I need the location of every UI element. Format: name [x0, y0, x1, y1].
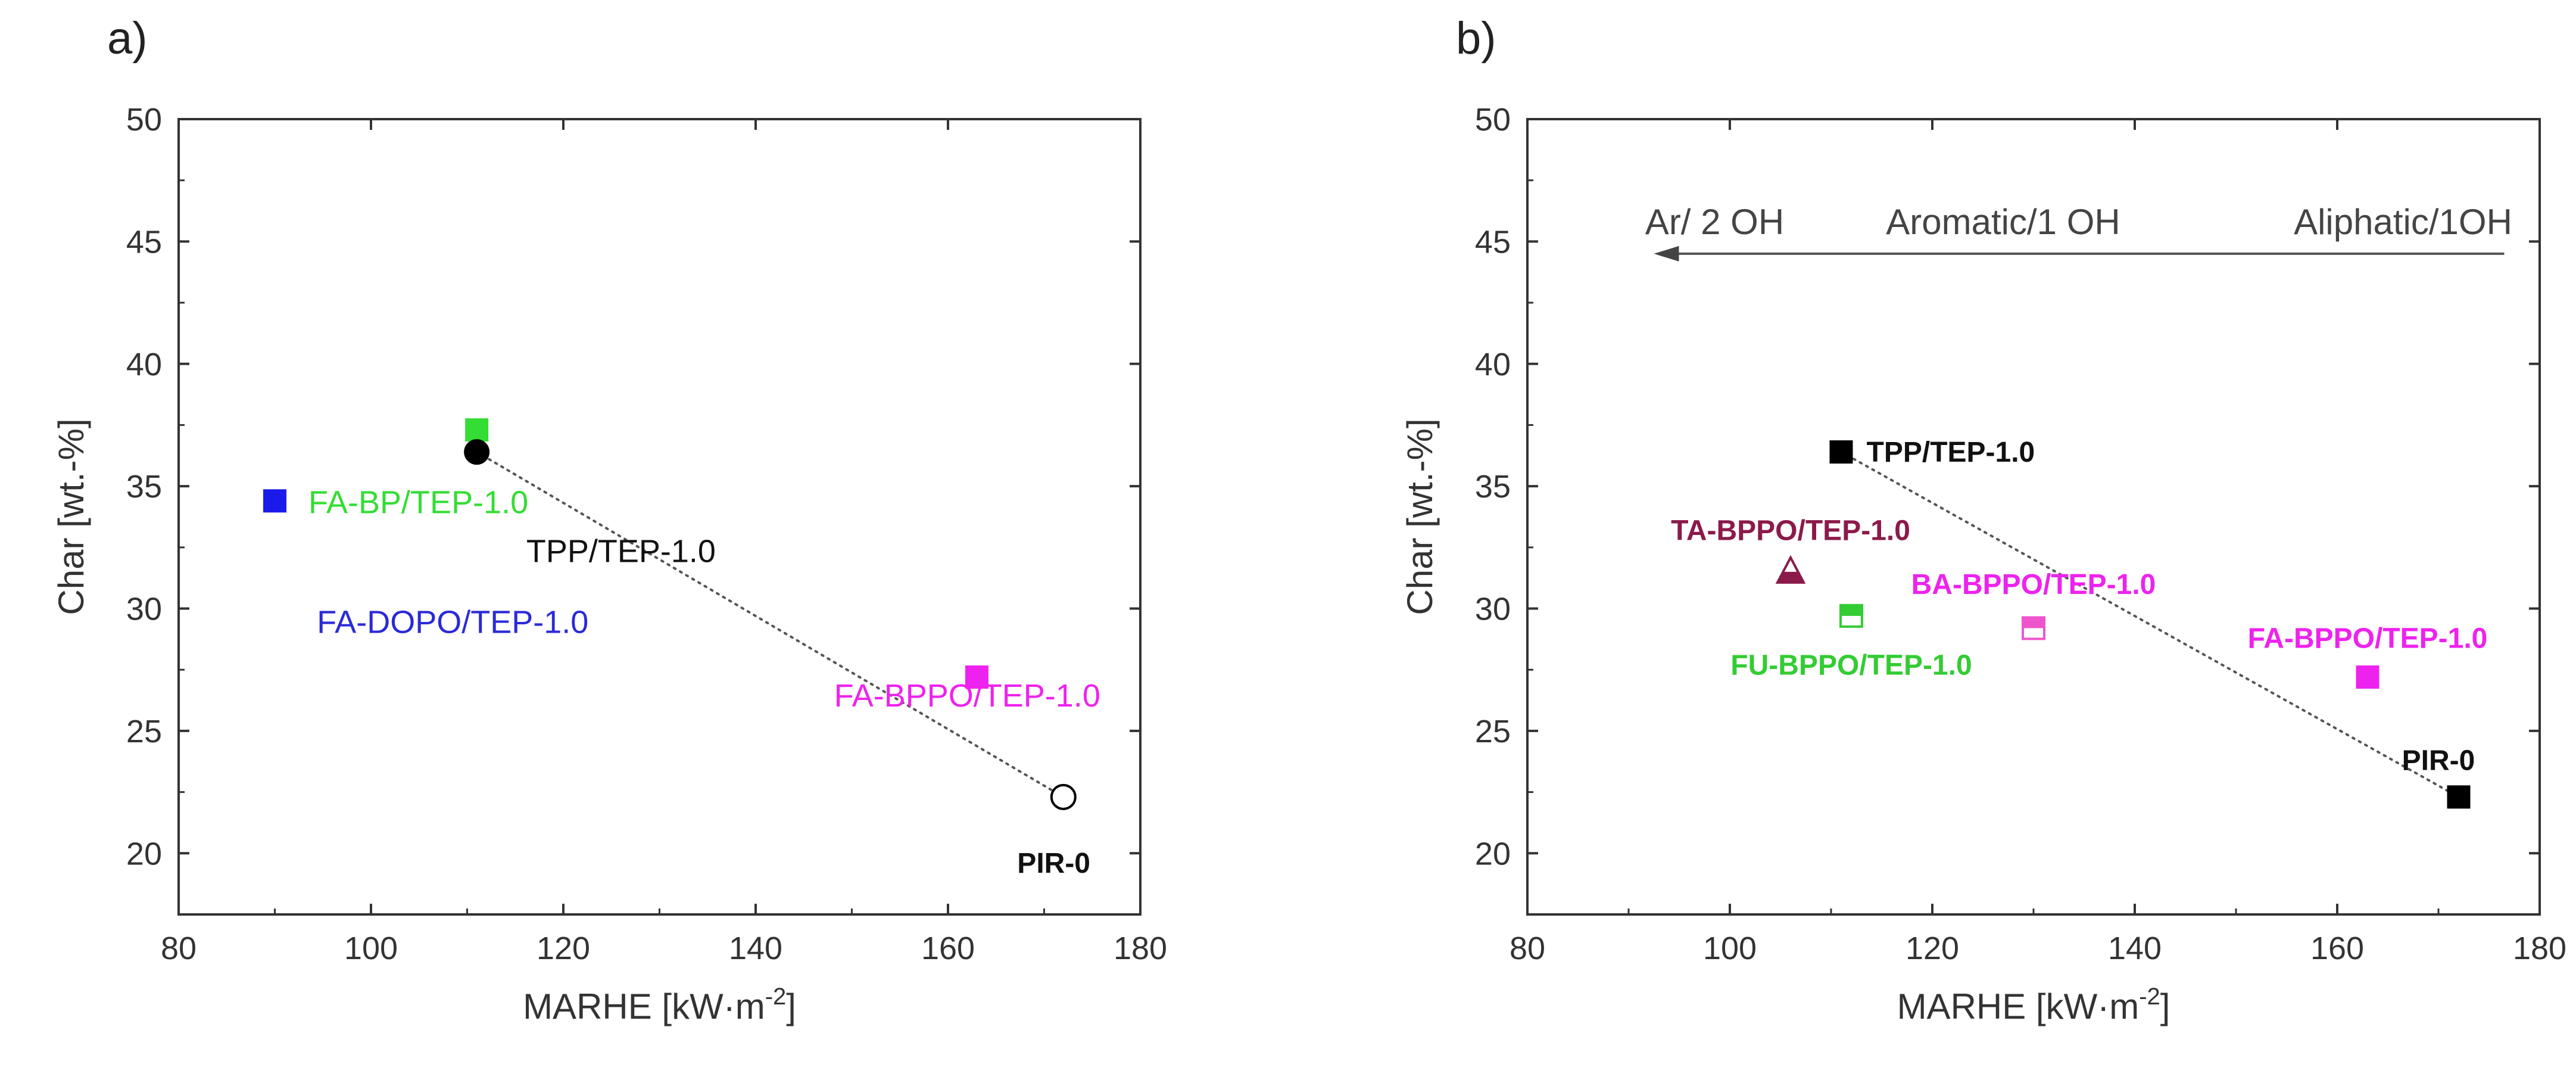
data-point — [465, 418, 489, 442]
point-marker-square — [1829, 440, 1853, 464]
y-tick-label: 35 — [126, 469, 162, 505]
y-tick-label: 45 — [126, 224, 162, 260]
point-marker-circle — [464, 439, 490, 465]
direction-arrow-head — [1654, 245, 1679, 262]
point-marker-square — [2356, 665, 2379, 689]
point-label: FA-DOPO/TEP-1.0 — [317, 605, 588, 640]
point-marker-half-fill — [1841, 605, 1862, 616]
arrow-label: Ar/ 2 OH — [1645, 202, 1784, 242]
x-tick-label: 160 — [2310, 931, 2364, 966]
data-point — [1775, 555, 1806, 584]
x-tick-label: 100 — [344, 931, 398, 966]
point-marker-triangle-fill — [1777, 571, 1804, 583]
point-marker-open-circle — [1050, 783, 1077, 810]
panel-b: b) 80 100 120 140 160 180 20 25 30 35 40 45 50 MARHE [… — [1400, 13, 2566, 1026]
x-tick-label: 180 — [1114, 931, 1167, 966]
point-marker-square — [965, 665, 988, 689]
x-tick-label: 80 — [161, 931, 197, 966]
x-axis-title-main: MARHE [kW — [1897, 987, 2098, 1026]
x-axis-title-dot: · — [2097, 987, 2109, 1026]
x-axis-title-dot: · — [723, 987, 735, 1026]
trend-line — [475, 450, 1065, 798]
y-tick-label: 45 — [1475, 224, 1511, 260]
point-label: BA-BPPO/TEP-1.0 — [1911, 569, 2156, 600]
y-axis-title: Char [wt.-%] — [51, 418, 91, 615]
y-tick-label: 40 — [126, 347, 162, 382]
y-tick-label: 20 — [1475, 836, 1511, 872]
x-axis-title-exp: -2 — [2139, 984, 2160, 1010]
point-label: TPP/TEP-1.0 — [1867, 437, 2035, 468]
x-axis-title: MARHE [kW·m-2] — [523, 984, 796, 1026]
panel-a: a) 80 100 120 140 160 180 20 25 30 35 40 45 50 MARHE [… — [51, 13, 1167, 1026]
x-tick-label: 120 — [1906, 931, 1959, 966]
x-tick-label: 100 — [1703, 931, 1757, 966]
data-point — [1829, 440, 1853, 464]
panel-label: a) — [107, 13, 148, 64]
x-axis-title-unit: m — [2109, 987, 2139, 1026]
data-point — [2447, 785, 2471, 809]
arrow-label: Aliphatic/1OH — [2294, 202, 2512, 242]
point-marker-square — [263, 489, 286, 513]
point-marker-square — [465, 418, 489, 442]
point-label: TPP/TEP-1.0 — [526, 533, 716, 569]
x-tick-label: 140 — [729, 931, 782, 966]
data-point — [2022, 616, 2045, 640]
point-label: FU-BPPO/TEP-1.0 — [1730, 649, 1972, 681]
point-label: FA-BPPO/TEP-1.0 — [834, 678, 1100, 714]
y-tick-label: 25 — [1475, 714, 1511, 749]
x-axis-title-unit: m — [735, 987, 765, 1026]
point-label: PIR-0 — [1017, 848, 1090, 879]
x-axis-title-exp: -2 — [765, 984, 787, 1010]
y-tick-label: 35 — [1475, 469, 1511, 505]
data-point — [464, 439, 490, 465]
x-axis-title-close: ] — [786, 987, 796, 1026]
x-tick-label: 140 — [2108, 931, 2162, 966]
point-label: FA-BP/TEP-1.0 — [308, 484, 528, 520]
x-axis-title-main: MARHE [kW — [523, 987, 723, 1026]
point-label: FA-BPPO/TEP-1.0 — [2248, 623, 2488, 654]
data-point — [1839, 603, 1863, 628]
x-tick-label: 180 — [2513, 931, 2566, 966]
data-point — [1050, 783, 1077, 810]
x-tick-label: 160 — [921, 931, 975, 966]
point-marker-square — [2447, 785, 2471, 809]
x-tick-label: 80 — [1510, 931, 1545, 966]
y-tick-label: 50 — [126, 102, 162, 138]
data-point — [965, 665, 988, 689]
y-axis-title: Char [wt.-%] — [1400, 418, 1440, 615]
y-tick-label: 20 — [126, 836, 162, 872]
arrow-label: Aromatic/1 OH — [1886, 202, 2120, 242]
point-label: PIR-0 — [2402, 745, 2475, 777]
y-tick-label: 50 — [1475, 102, 1511, 138]
y-tick-label: 30 — [126, 592, 162, 627]
x-axis-title: MARHE [kW·m-2] — [1897, 984, 2170, 1026]
x-axis-title-close: ] — [2160, 987, 2170, 1026]
y-tick-label: 40 — [1475, 347, 1511, 382]
x-tick-label: 120 — [537, 931, 590, 966]
y-tick-label: 30 — [1475, 592, 1511, 627]
panel-label: b) — [1456, 13, 1496, 64]
data-point — [263, 489, 286, 513]
point-label: TA-BPPO/TEP-1.0 — [1671, 515, 1910, 547]
y-tick-label: 25 — [126, 714, 162, 749]
point-marker-half-fill — [2023, 617, 2044, 628]
data-point — [2356, 665, 2379, 689]
